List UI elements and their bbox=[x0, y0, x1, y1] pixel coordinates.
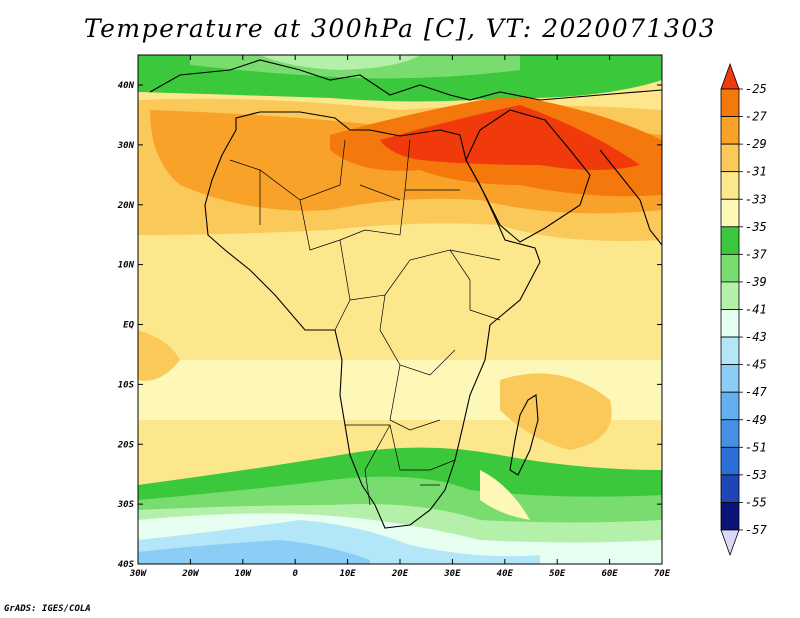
lon-tick-label: 50E bbox=[549, 569, 566, 579]
latitude-axis: 40N 30N 20N 10N EQ 10S 20S 30S 40S bbox=[117, 81, 662, 570]
lon-tick-label: 10E bbox=[339, 569, 356, 579]
country-borders bbox=[229, 139, 501, 506]
colorbar-segment bbox=[720, 474, 740, 503]
lon-tick-label: 60E bbox=[601, 569, 618, 579]
madagascar-coastline bbox=[509, 394, 539, 476]
lon-tick-label: 40E bbox=[497, 569, 514, 579]
temperature-field bbox=[138, 55, 662, 564]
lon-tick-label: 0 bbox=[292, 569, 298, 579]
colorbar-label: -49 bbox=[745, 413, 767, 427]
colorbar-bottom-triangle bbox=[720, 529, 740, 557]
lon-tick-label: 20W bbox=[181, 569, 200, 579]
colorbar-label: -51 bbox=[745, 440, 767, 454]
lat-tick-label: 30N bbox=[117, 141, 135, 151]
colorbar-segment bbox=[720, 336, 740, 366]
colorbar-segment bbox=[720, 226, 740, 255]
coastlines bbox=[149, 59, 662, 529]
colorbar-segment bbox=[720, 88, 740, 117]
colorbar-label: -33 bbox=[745, 192, 767, 206]
colorbar-label: -55 bbox=[745, 495, 767, 509]
colorbar-label: -29 bbox=[745, 137, 767, 151]
lon-tick-label: 70E bbox=[654, 569, 671, 579]
lon-tick-label: 10W bbox=[235, 569, 253, 579]
colorbar-label: -43 bbox=[745, 330, 767, 344]
lon-tick-label: 30W bbox=[129, 569, 148, 579]
colorbar-segment bbox=[720, 419, 740, 448]
lon-tick-label: 20E bbox=[391, 569, 409, 579]
india-coastline bbox=[599, 149, 662, 246]
colorbar-segment bbox=[720, 364, 740, 393]
field-patch-west bbox=[138, 330, 180, 381]
lat-tick-label: 40N bbox=[118, 81, 135, 91]
field-patch-madagascar bbox=[480, 470, 530, 520]
lat-tick-label: 10S bbox=[118, 380, 135, 390]
colorbar-segment bbox=[720, 309, 740, 338]
field-band-south-blue bbox=[138, 540, 370, 564]
colorbar-segment bbox=[720, 116, 740, 145]
colorbar-label: -25 bbox=[745, 82, 767, 96]
field-patch-south bbox=[500, 373, 612, 450]
colorbar-segment bbox=[720, 391, 740, 421]
lat-tick-label: 40S bbox=[118, 560, 135, 570]
colorbar-label: -45 bbox=[745, 358, 767, 372]
europe-coastline bbox=[149, 59, 662, 101]
colorbar-segment bbox=[720, 253, 740, 283]
colorbar-label: -47 bbox=[745, 385, 767, 399]
colorbar-label: -41 bbox=[745, 303, 767, 317]
colorbar-label: -57 bbox=[745, 523, 767, 537]
colorbar-top-triangle bbox=[720, 62, 740, 90]
colorbar-label: -39 bbox=[745, 275, 767, 289]
colorbar-segment bbox=[720, 198, 740, 228]
lat-tick-label: 20N bbox=[117, 201, 135, 211]
lat-tick-label: 30S bbox=[117, 500, 135, 510]
colorbar: -25 -27 -29 -31 -33 -35 -37 -39 -41 -43 -45 -47 -49 -… bbox=[720, 62, 767, 557]
lon-tick-label: 30E bbox=[443, 569, 461, 579]
credit-text: GrADS: IGES/COLA bbox=[4, 604, 91, 614]
lat-tick-label: 10N bbox=[118, 261, 135, 271]
field-band-north-pale-green bbox=[260, 55, 420, 70]
longitude-axis: 30W 20W 10W 0 10E 20E 30E 40E 50E 60E 70E bbox=[129, 55, 671, 579]
arabia-coastline bbox=[465, 109, 591, 243]
colorbar-segment bbox=[720, 446, 740, 476]
colorbar-segment bbox=[720, 281, 740, 310]
lat-tick-label: EQ bbox=[123, 321, 134, 331]
colorbar-label: -37 bbox=[745, 247, 767, 261]
chart-title: Temperature at 300hPa [C], VT: 202007130… bbox=[83, 14, 717, 43]
colorbar-segment bbox=[720, 171, 740, 200]
colorbar-label: -35 bbox=[745, 220, 767, 234]
lat-tick-label: 20S bbox=[117, 440, 135, 450]
colorbar-label: -27 bbox=[745, 110, 767, 124]
colorbar-segment bbox=[720, 143, 740, 173]
colorbar-label: -31 bbox=[745, 165, 767, 179]
border-lines bbox=[229, 139, 501, 506]
field-band-red bbox=[380, 105, 640, 170]
colorbar-segment bbox=[720, 502, 740, 531]
africa-coastline bbox=[204, 111, 541, 529]
colorbar-label: -53 bbox=[745, 468, 767, 482]
